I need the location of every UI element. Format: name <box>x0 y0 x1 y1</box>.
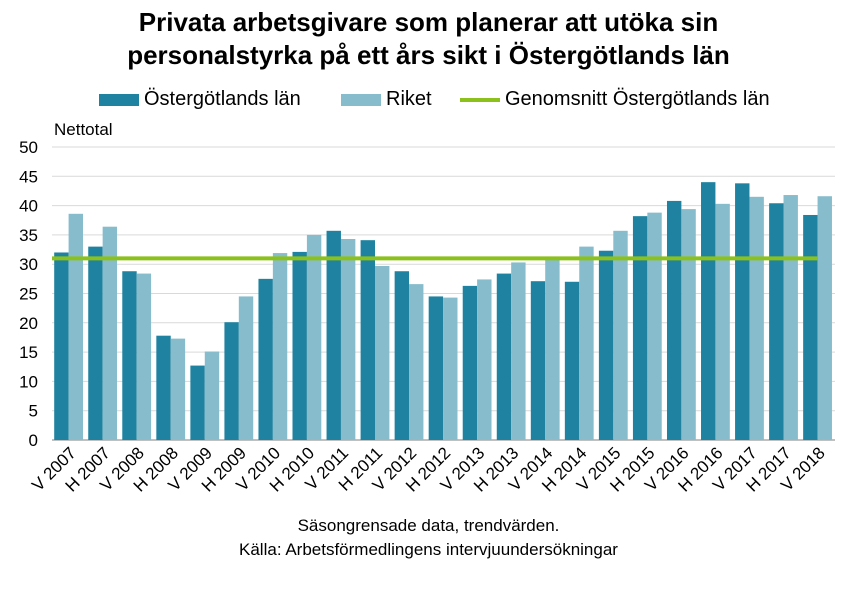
bar-riket <box>102 226 118 440</box>
bar-riket <box>477 279 492 440</box>
legend-label-ostergotland: Östergötlands län <box>144 88 301 110</box>
legend-item-riket: Riket <box>341 88 432 111</box>
bar-riket <box>783 195 798 440</box>
y-tick-label: 0 <box>29 431 38 450</box>
bar-riket <box>817 196 832 440</box>
legend-swatch-ostergotland <box>99 93 139 106</box>
bar-ostergotland <box>564 281 580 440</box>
y-tick-label: 20 <box>19 314 38 333</box>
legend-swatch-riket <box>341 93 381 106</box>
legend-item-average: Genomsnitt Östergötlands län <box>460 88 770 111</box>
bar-riket <box>374 265 390 440</box>
bar-riket <box>272 253 288 440</box>
bars <box>54 182 832 440</box>
bar-ostergotland <box>88 246 103 440</box>
footnote-line1: Säsongrensade data, trendvärden. <box>297 516 560 535</box>
bar-ostergotland <box>360 240 375 440</box>
bar-ostergotland <box>292 251 307 440</box>
legend-label-riket: Riket <box>386 88 432 110</box>
bar-riket <box>204 351 220 440</box>
bar-riket <box>340 239 356 440</box>
bar-riket <box>238 296 254 440</box>
bar-ostergotland <box>190 365 205 440</box>
bar-ostergotland <box>701 182 716 440</box>
bar-riket <box>306 234 322 440</box>
y-tick-label: 35 <box>19 226 38 245</box>
bar-ostergotland <box>428 296 444 440</box>
bar-ostergotland <box>54 252 69 440</box>
bar-ostergotland <box>803 214 818 440</box>
footnote-line2: Källa: Arbetsförmedlingens intervjuunder… <box>239 540 618 559</box>
chart-title-line1: Privata arbetsgivare som planerar att ut… <box>138 7 719 37</box>
legend-swatch-average <box>460 97 500 102</box>
bar-riket <box>681 209 696 440</box>
y-tick-label: 50 <box>19 138 38 157</box>
bar-ostergotland <box>598 250 614 440</box>
y-axis-label: Nettotal <box>54 120 113 139</box>
bar-riket <box>409 284 424 440</box>
bar-ostergotland <box>258 278 273 440</box>
y-tick-label: 25 <box>19 285 38 304</box>
bar-riket <box>715 203 730 440</box>
bar-riket <box>68 213 83 440</box>
bar-riket <box>170 338 186 440</box>
y-tick-labels: 0 5 10 15 20 25 30 35 40 45 50 <box>19 138 38 450</box>
bar-riket <box>443 297 458 440</box>
bar-ostergotland <box>326 230 341 440</box>
bar-ostergotland <box>666 200 682 440</box>
bar-ostergotland <box>530 281 546 440</box>
bar-riket <box>511 262 526 440</box>
y-tick-label: 30 <box>19 255 38 274</box>
y-tick-label: 15 <box>19 343 38 362</box>
bar-riket <box>545 258 560 440</box>
y-tick-label: 45 <box>19 167 38 186</box>
chart-title: Privata arbetsgivare som planerar att ut… <box>0 6 857 72</box>
legend-item-ostergotland: Östergötlands län <box>99 88 301 111</box>
legend-label-average: Genomsnitt Östergötlands län <box>505 88 770 110</box>
bar-riket <box>579 246 594 440</box>
bar-ostergotland <box>632 216 648 440</box>
bar-riket <box>613 230 628 440</box>
chart-title-line2: personalstyrka på ett års sikt i Östergö… <box>127 40 730 70</box>
bar-ostergotland <box>496 273 512 440</box>
bar-ostergotland <box>122 271 137 440</box>
bar-ostergotland <box>224 322 239 440</box>
bar-ostergotland <box>462 285 478 440</box>
bar-ostergotland <box>735 183 750 440</box>
bar-riket <box>647 212 662 440</box>
y-tick-label: 40 <box>19 197 38 216</box>
bar-ostergotland <box>156 335 171 440</box>
bar-riket <box>136 273 152 440</box>
bar-ostergotland <box>394 271 410 440</box>
y-tick-label: 5 <box>29 402 38 421</box>
bar-riket <box>749 196 764 440</box>
bar-ostergotland <box>769 203 784 440</box>
y-tick-label: 10 <box>19 372 38 391</box>
chart-legend: Östergötlands län Riket Genomsnitt Öster… <box>0 88 857 114</box>
